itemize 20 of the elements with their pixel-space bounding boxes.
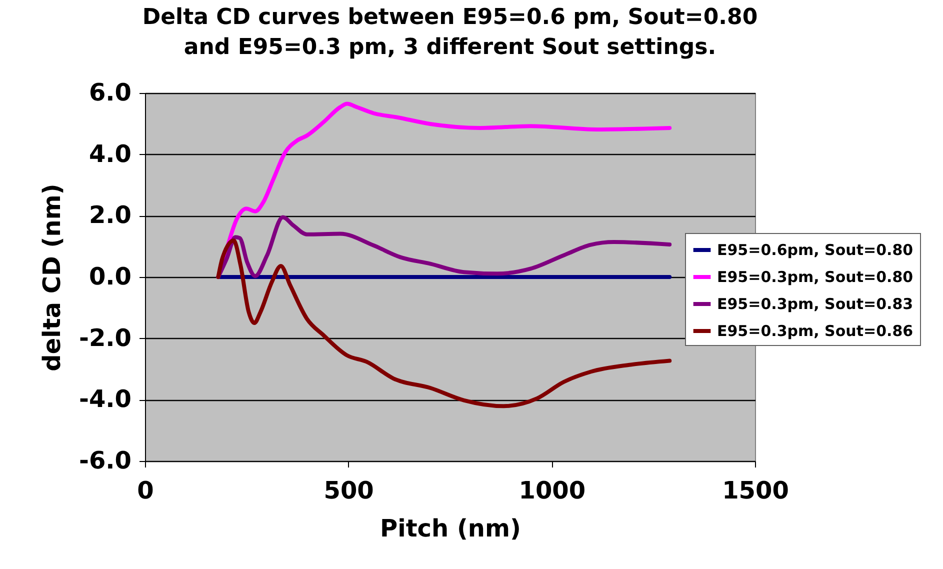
legend-label: E95=0.3pm, Sout=0.80 [717,268,914,286]
y-tick-label: -4.0 [79,385,132,414]
x-tick-label: 1500 [722,476,789,504]
legend-label: E95=0.3pm, Sout=0.86 [717,322,914,340]
y-tick-label: 2.0 [88,201,132,230]
x-axis-title: Pitch (nm) [380,514,521,542]
line-series [216,102,672,279]
x-tick-label: 500 [324,476,374,504]
x-tick-label: 1000 [518,476,586,504]
y-axis-title: delta CD (nm) [38,184,66,372]
y-tick-label: -6.0 [79,446,132,474]
y-tick-label: 4.0 [88,140,132,168]
legend-label: E95=0.3pm, Sout=0.83 [717,295,914,313]
y-tick-label: -2.0 [79,324,132,352]
line-series [216,238,672,408]
x-tick-label: 0 [137,476,154,504]
legend-label: E95=0.6pm, Sout=0.80 [717,241,914,259]
chart-title: Delta CD curves between E95=0.6 pm, Sout=0.80 and E95=0.3 pm, 3 different Sout settings. [142,5,758,60]
y-tick-label: 0.0 [88,262,132,290]
y-tick-label: 6.0 [88,78,132,106]
